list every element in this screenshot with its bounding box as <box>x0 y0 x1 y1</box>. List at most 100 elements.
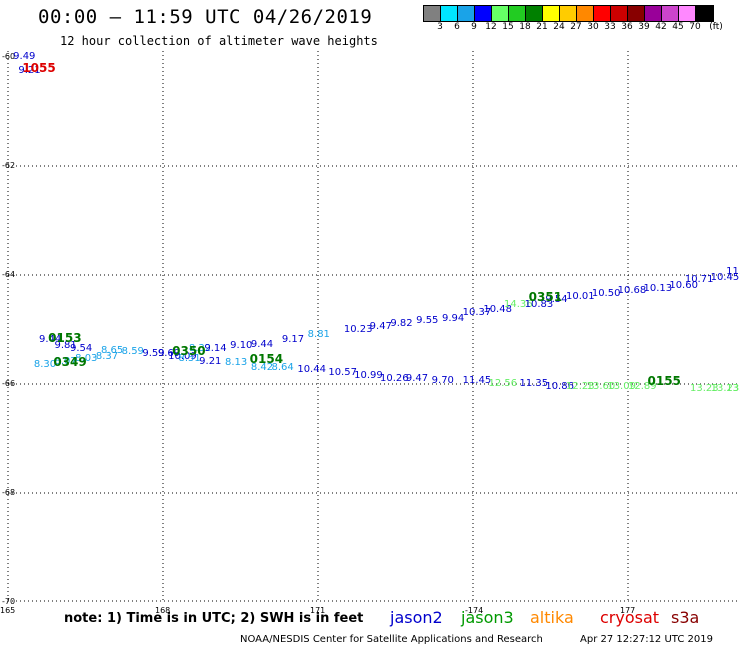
pass-time-label: 0153 <box>48 330 82 345</box>
wave-height-value: 14.36 <box>504 298 533 310</box>
legend-swatch <box>543 6 560 21</box>
wave-height-value: 8.51 <box>178 353 201 365</box>
latitude-label: -62 <box>2 161 16 170</box>
pass-time-label: 0349 <box>53 355 87 370</box>
legend-level-label: 27 <box>570 22 582 32</box>
wave-height-value: 10.01 <box>566 290 595 302</box>
legend-level-label: 45 <box>672 22 684 32</box>
legend-level-label: 42 <box>655 22 667 32</box>
wave-height-value: 10.57 <box>328 367 357 379</box>
longitude-label: 165 <box>0 606 16 615</box>
latitude-label: -66 <box>2 379 16 388</box>
wave-height-value: 9.44 <box>39 334 62 346</box>
wave-height-value: 10.60 <box>669 279 698 291</box>
wave-height-value: 8.65 <box>101 345 124 357</box>
legend-swatch <box>560 6 577 21</box>
wave-height-value: 12.89 <box>628 380 657 392</box>
legend-swatch <box>509 6 526 21</box>
wave-height-value: 10.68 <box>617 285 647 297</box>
credit-line: NOAA/NESDIS Center for Satellite Applica… <box>240 634 543 645</box>
legend-swatch <box>645 6 662 21</box>
wave-height-value: 10.13 <box>643 282 673 294</box>
wave-height-value: 9.47 <box>369 320 392 332</box>
wave-height-value: 9.54 <box>545 293 568 305</box>
latitude-label: -60 <box>2 52 16 61</box>
wave-height-value: 12.56 <box>488 378 518 389</box>
legend-swatch <box>577 6 594 21</box>
latitude-label: -70 <box>2 597 16 606</box>
wave-height-value: 8.42 <box>250 361 274 373</box>
wave-height-value: 10.71 <box>684 274 714 286</box>
wave-height-value: 9.21 <box>199 356 222 368</box>
wave-height-value: 9.47 <box>405 372 429 384</box>
wave-height-value: 8.13 <box>225 357 248 369</box>
wave-height-value: 9.82 <box>390 318 413 330</box>
wave-height-value: 8.32 <box>188 342 212 354</box>
wave-height-value: 10.50 <box>591 288 621 300</box>
wave-height-value: 10.86 <box>545 380 574 392</box>
satellite-legend-jason2: jason2 <box>390 608 443 627</box>
wave-height-value: 10.44 <box>297 364 326 376</box>
wave-height-value: 10.23 <box>343 323 373 335</box>
wave-height-value: 9.21 <box>18 64 41 76</box>
wave-height-value: 8.81 <box>307 328 330 340</box>
legend-swatch <box>492 6 509 21</box>
wave-height-value: 10.99 <box>354 369 383 381</box>
wave-height-value: 10.45 <box>710 271 740 283</box>
legend-swatch <box>424 6 441 21</box>
legend-swatch <box>628 6 645 21</box>
wave-height-value: 13.00 <box>726 383 740 395</box>
pass-time-label: 0350 <box>172 344 206 359</box>
legend-swatch <box>662 6 679 21</box>
legend-unit: (ft) <box>709 22 723 32</box>
wave-height-value: 9.70 <box>431 375 454 387</box>
footnote: note: 1) Time is in UTC; 2) SWH is in fe… <box>64 611 364 626</box>
wave-height-value: 9.17 <box>281 334 305 346</box>
legend-level-label: 39 <box>638 22 650 32</box>
wave-height-value: 13.23 <box>710 383 740 395</box>
pass-time-label: 1055 <box>22 60 56 75</box>
wave-height-value: 8.03 <box>75 353 98 365</box>
wave-height-value: 13.60 <box>586 380 616 392</box>
legend-level-label: 36 <box>621 22 633 32</box>
wave-height-value: 8.07 <box>54 356 77 368</box>
wave-height-value: 9.44 <box>250 338 274 350</box>
legend-swatch <box>696 6 713 21</box>
legend-swatch <box>594 6 611 21</box>
map-subtitle: 12 hour collection of altimeter wave hei… <box>60 34 378 48</box>
satellite-legend-s3a: s3a <box>671 608 700 627</box>
legend-level-label: 30 <box>587 22 599 32</box>
legend-level-label: 12 <box>485 22 497 32</box>
legend-swatch <box>526 6 543 21</box>
map-title: 00:00 – 11:59 UTC 04/26/2019 <box>38 6 373 28</box>
legend-level-label: 15 <box>502 22 514 32</box>
longitude-label: 168 <box>155 606 171 615</box>
pass-time-label: 0154 <box>249 352 284 367</box>
legend-level-label: 18 <box>519 22 531 32</box>
legend-swatch <box>679 6 696 21</box>
wave-height-value: 9.81 <box>54 339 77 351</box>
generated-timestamp: Apr 27 12:27:12 UTC 2019 <box>580 634 713 645</box>
wave-height-value: 11.45 <box>462 375 492 387</box>
wave-height-value: 9.69 <box>157 348 181 360</box>
wave-height-value: 10.09 <box>168 350 197 362</box>
wave-height-value: 10.37 <box>462 307 492 319</box>
wave-height-value: 9.10 <box>230 339 253 351</box>
legend-swatch <box>475 6 492 21</box>
color-scale-legend <box>423 5 714 22</box>
pass-time-label: 0351 <box>528 289 563 304</box>
wave-height-value: 13.09 <box>607 380 636 392</box>
wave-height-value: 11.35 <box>519 378 549 389</box>
legend-level-label: 21 <box>536 22 548 32</box>
legend-swatch <box>441 6 458 21</box>
legend-swatch <box>611 6 628 21</box>
legend-level-label: 33 <box>604 22 616 32</box>
satellite-legend-jason3: jason3 <box>461 608 514 627</box>
longitude-label: 171 <box>310 606 326 615</box>
wave-height-value: 11.9 <box>726 266 740 278</box>
wave-height-value: 8.37 <box>95 350 119 362</box>
pass-time-label: 0155 <box>647 374 681 389</box>
wave-height-value: 9.49 <box>13 51 36 62</box>
wave-height-value: 10.48 <box>483 304 512 316</box>
wave-height-value: 9.54 <box>70 342 93 354</box>
